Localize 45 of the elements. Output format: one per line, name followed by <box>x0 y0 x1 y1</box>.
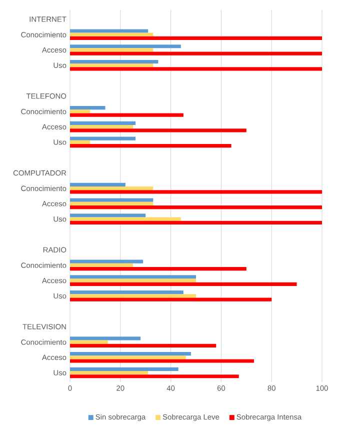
bar <box>70 370 148 375</box>
bar <box>70 113 184 117</box>
bar <box>70 110 90 114</box>
bar <box>70 336 141 340</box>
bar <box>70 214 146 218</box>
bar <box>70 282 297 286</box>
bar <box>70 44 181 48</box>
bar <box>70 367 178 371</box>
bar <box>70 36 322 40</box>
bar <box>70 182 126 187</box>
bar <box>70 144 232 148</box>
bar <box>70 136 136 140</box>
bar <box>70 260 144 264</box>
bar <box>70 186 154 190</box>
bar <box>70 359 254 363</box>
bar <box>70 202 154 206</box>
bar <box>70 294 196 298</box>
bar <box>70 32 154 36</box>
bar <box>70 220 322 224</box>
bar <box>70 278 196 282</box>
bar <box>70 344 216 348</box>
bar <box>70 64 154 68</box>
bar <box>70 352 191 356</box>
bar <box>70 205 322 210</box>
bar <box>70 52 322 56</box>
bar <box>70 106 106 110</box>
bar <box>70 198 154 202</box>
bar <box>70 340 108 344</box>
bar <box>70 290 184 294</box>
bar <box>70 128 246 132</box>
bar <box>70 374 239 378</box>
bar <box>70 263 133 267</box>
bar <box>70 266 246 271</box>
bar <box>70 48 154 52</box>
bar <box>70 121 136 126</box>
bar <box>70 29 148 33</box>
bar <box>70 275 196 279</box>
bar <box>70 67 322 71</box>
bar <box>70 60 158 64</box>
bar <box>70 298 272 302</box>
bar <box>70 356 186 360</box>
bar <box>70 140 90 144</box>
bar <box>70 190 322 194</box>
bar <box>70 217 181 221</box>
bar <box>70 125 133 129</box>
